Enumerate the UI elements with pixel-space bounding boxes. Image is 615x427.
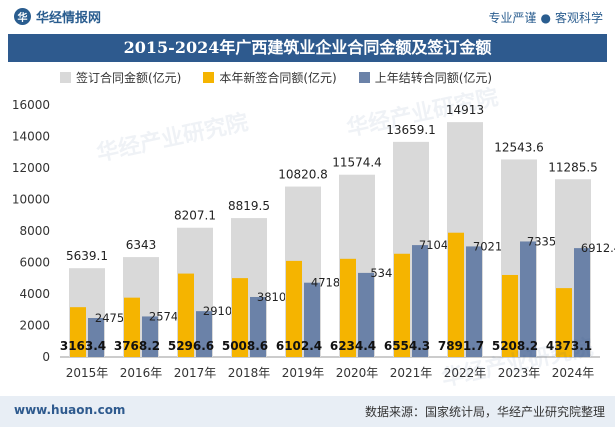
data-label-new: 7891.7 xyxy=(438,339,484,353)
data-label-total: 8819.5 xyxy=(228,199,270,213)
y-tick-label: 12000 xyxy=(12,161,50,175)
legend-item-total[interactable]: 签订合同金额(亿元) xyxy=(60,69,181,86)
slogan: 专业严谨 ● 客观科学 xyxy=(488,9,603,26)
bar-new xyxy=(178,273,194,357)
y-tick-label: 0 xyxy=(42,350,50,364)
x-tick-label: 2016年 xyxy=(120,366,163,380)
bar-carry xyxy=(304,282,320,357)
bar-carry xyxy=(358,272,374,357)
data-label-total: 11574.4 xyxy=(332,156,382,170)
legend: 签订合同金额(亿元) 本年新签合同额(亿元) 上年结转合同额(亿元) xyxy=(60,69,492,86)
y-tick-label: 10000 xyxy=(12,193,50,207)
data-label-new: 5296.6 xyxy=(168,339,214,353)
bar-new xyxy=(502,274,518,357)
bar-new xyxy=(340,258,356,357)
x-tick-label: 2015年 xyxy=(66,366,109,380)
data-label-new: 6234.4 xyxy=(330,339,376,353)
x-tick-label: 2017年 xyxy=(174,366,217,380)
slogan-right: 客观科学 xyxy=(554,11,603,25)
bar-new xyxy=(448,232,464,357)
legend-swatch-new xyxy=(203,72,215,83)
data-label-total: 11285.5 xyxy=(548,160,598,174)
legend-item-carry[interactable]: 上年结转合同额(亿元) xyxy=(358,69,493,86)
data-label-carry: 6912.4 xyxy=(581,241,615,255)
bar-carry xyxy=(196,311,212,357)
x-tick-label: 2022年 xyxy=(444,366,487,380)
bar-carry xyxy=(520,241,536,357)
bar-new xyxy=(232,278,248,357)
data-label-new: 6554.3 xyxy=(384,339,430,353)
data-label-total: 10820.8 xyxy=(278,168,328,182)
bar-new xyxy=(556,288,572,357)
bar-carry xyxy=(412,245,428,357)
data-label-total: 13659.1 xyxy=(386,123,436,137)
y-tick-label: 6000 xyxy=(19,256,50,270)
bar-new xyxy=(394,253,410,357)
slogan-left: 专业严谨 xyxy=(488,11,537,25)
data-label-new: 4373.1 xyxy=(546,339,592,353)
legend-label-carry: 上年结转合同额(亿元) xyxy=(374,71,493,85)
chart-title: 2015-2024年广西建筑业企业合同金额及签订金额 xyxy=(8,34,607,62)
data-label-new: 3768.2 xyxy=(114,339,160,353)
x-tick-label: 2019年 xyxy=(282,366,325,380)
y-tick-label: 14000 xyxy=(12,130,50,144)
footer-url[interactable]: www.huaon.com xyxy=(14,403,126,417)
data-label-total: 12543.6 xyxy=(494,140,544,154)
y-tick-label: 8000 xyxy=(19,224,50,238)
brand-name: 华经情报网 xyxy=(36,11,102,26)
data-label-total: 6343 xyxy=(126,238,157,252)
footer-source: 数据来源：国家统计局，华经产业研究院整理 xyxy=(364,405,605,419)
bar-carry xyxy=(88,318,104,357)
data-label-total: 14913 xyxy=(446,103,484,117)
top-bar: 华 华经情报网 专业严谨 ● 客观科学 xyxy=(0,0,615,33)
data-label-new: 5208.2 xyxy=(492,339,538,353)
data-label-carry: 5340 xyxy=(370,266,399,280)
bar-carry xyxy=(574,248,590,357)
x-tick-label: 2020年 xyxy=(336,366,379,380)
bar-new xyxy=(286,260,302,357)
legend-label-total: 签订合同金额(亿元) xyxy=(76,71,182,85)
x-tick-label: 2018年 xyxy=(228,366,271,380)
y-tick-label: 16000 xyxy=(12,98,50,112)
data-label-total: 8207.1 xyxy=(174,209,216,223)
hua-logo-icon: 华 xyxy=(14,8,31,25)
footer: www.huaon.com 数据来源：国家统计局，华经产业研究院整理 xyxy=(0,396,615,427)
x-tick-label: 2021年 xyxy=(390,366,433,380)
legend-swatch-total xyxy=(60,72,71,83)
bar-new xyxy=(70,307,86,357)
data-label-new: 3163.4 xyxy=(60,339,106,353)
legend-swatch-carry xyxy=(358,72,370,83)
data-label-new: 6102.4 xyxy=(276,339,322,353)
bar-carry xyxy=(250,296,266,357)
data-label-new: 5008.6 xyxy=(222,339,268,353)
y-tick-label: 2000 xyxy=(19,319,50,333)
data-label-total: 5639.1 xyxy=(66,249,108,263)
brand[interactable]: 华 华经情报网 xyxy=(14,7,101,26)
bar-new xyxy=(124,297,140,357)
x-tick-label: 2023年 xyxy=(498,366,541,380)
slogan-separator: ● xyxy=(540,11,551,25)
legend-item-new[interactable]: 本年新签合同额(亿元) xyxy=(203,69,337,86)
legend-label-new: 本年新签合同额(亿元) xyxy=(219,71,337,85)
x-tick-label: 2024年 xyxy=(552,366,595,380)
bar-chart: 0 2000 4000 6000 8000 10000 12000 14000 16000 563… xyxy=(12,98,615,380)
y-tick-label: 4000 xyxy=(19,287,50,301)
bar-carry xyxy=(142,316,158,357)
bar-carry xyxy=(466,246,482,357)
